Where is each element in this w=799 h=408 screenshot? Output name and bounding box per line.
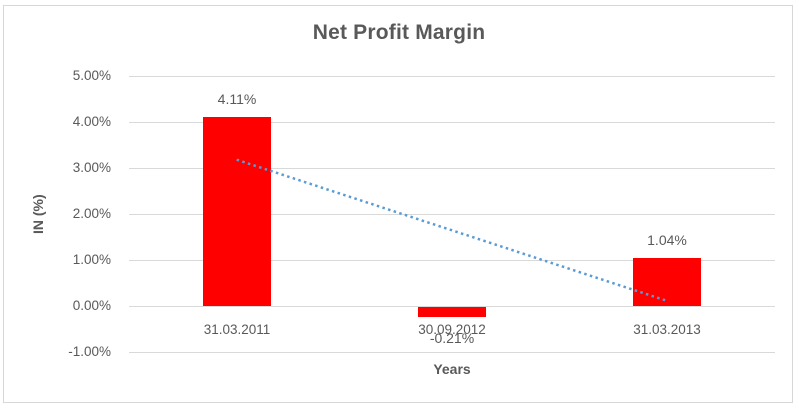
bar-31.03.2011 [203, 117, 271, 306]
gridline [129, 352, 775, 353]
data-label: -0.21% [429, 330, 475, 346]
x-axis-title: Years [433, 361, 471, 377]
y-tick-label: 5.00% [72, 68, 111, 83]
y-tick-label: 2.00% [72, 206, 111, 221]
bar-30.09.2012 [418, 307, 486, 317]
data-label: 1.04% [647, 232, 687, 248]
y-tick-label: 3.00% [72, 160, 111, 175]
y-tick-label: 4.00% [72, 114, 111, 129]
bar-31.03.2013 [633, 258, 701, 306]
y-tick-label: 0.00% [72, 298, 111, 313]
gridline [129, 76, 775, 77]
category-label: 31.03.2013 [633, 322, 701, 337]
chart-frame [3, 5, 793, 403]
category-label: 31.03.2011 [203, 322, 271, 337]
category-label: 30.09.2012 [418, 322, 486, 337]
data-label: 4.11% [217, 91, 257, 107]
y-tick-label: -1.00% [68, 344, 111, 359]
chart-title: Net Profit Margin [312, 21, 486, 44]
gridline [129, 122, 775, 123]
gridline [129, 306, 775, 307]
y-tick-label: 1.00% [72, 252, 111, 267]
